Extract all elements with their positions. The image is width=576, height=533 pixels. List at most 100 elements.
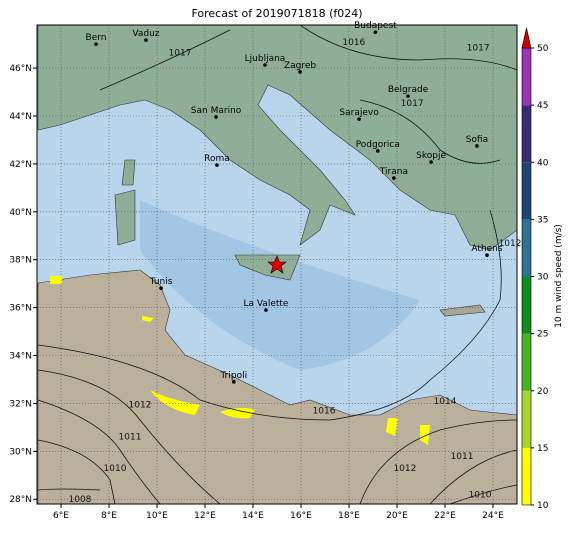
colorbar-tick-label: 15 [537,444,548,454]
colorbar-extension [521,27,532,49]
isobar-label: 1012 [129,401,152,411]
city-label: Vaduz [132,29,159,39]
city-marker [406,94,410,98]
city-label: La Valette [243,299,288,309]
deep-sea [140,200,420,370]
colorbar-tick-label: 50 [537,44,549,54]
x-tick-label: 16°E [290,511,312,521]
city-label: Tirana [379,167,408,177]
event-star [267,255,287,274]
isobar-label: 1012 [499,239,522,249]
city-marker [357,117,361,121]
city-label: Roma [204,154,230,164]
city-marker [429,160,433,164]
y-tick-label: 36°N [9,304,32,314]
colorbar-band [522,447,531,505]
city-marker [263,63,267,67]
colorbar-label: 10 m wind speed (m/s) [554,224,564,328]
x-tick-label: 12°E [194,511,216,521]
colorbar: 10 15 20 25 30 35 40 45 50 [521,27,549,511]
map-frame [36,24,518,505]
isobar-label: 1012 [393,464,416,474]
city-marker [264,308,268,312]
y-tick-label: 34°N [9,352,32,362]
city-label: Belgrade [388,85,429,95]
city-label: Tripoli [219,371,247,381]
x-tick-label: 10°E [146,511,168,521]
y-tick-label: 42°N [9,160,32,170]
x-tick-label: 18°E [338,511,360,521]
colorbar-tick-label: 25 [537,330,548,340]
colorbar-tick-label: 40 [537,158,549,168]
x-tick-label: 20°E [386,511,408,521]
colorbar-tick-label: 30 [537,273,549,283]
city-marker [298,70,302,74]
isobar-label: 1016 [342,38,365,48]
land-europe [37,25,517,251]
colorbar-band [522,276,531,334]
x-tick-label: 14°E [242,511,264,521]
x-tick-label: 8°E [101,511,117,521]
city-marker [94,42,98,46]
y-tick-label: 32°N [9,399,32,409]
city-marker [144,38,148,42]
isobar-label: 1017 [467,44,490,54]
colorbar-tick-label: 45 [537,101,548,111]
land-crete [439,304,486,317]
isobar-label: 1017 [169,49,192,59]
city-label: Sofia [466,135,488,145]
land-corsica [121,159,136,186]
colorbar-band [522,48,531,106]
isobar-label: 1016 [313,407,336,417]
city-label: Zagreb [284,61,316,71]
y-tick-label: 46°N [9,64,32,74]
isobar-label: 1010 [104,464,127,474]
y-tick-label: 30°N [9,447,32,457]
y-tick-label: 38°N [9,256,32,266]
city-marker [159,286,163,291]
city-marker [392,176,396,180]
isobar-label: 1014 [434,397,457,407]
land-sicily [234,254,301,281]
isobar-label: 1011 [119,432,142,442]
colorbar-band [522,105,531,163]
y-tick-label: 28°N [9,495,32,505]
land-sardinia [114,189,136,246]
title: Forecast of 2019071818 (f024) [191,7,362,20]
x-tick-label: 22°E [434,511,456,521]
city-label: Tunis [149,277,173,287]
city-marker [475,144,479,148]
grid: 6°E 8°E 10°E 12°E 14°E 16°E 18°E 20°E 22°E 24°E 28… [9,25,517,521]
isobar-label: 1011 [451,452,474,462]
colorbar-band [522,162,531,220]
city-label: Budapest [354,21,397,31]
colorbar-tick-label: 10 [537,501,549,511]
colorbar-tick-label: 35 [537,215,548,225]
isobar-label: 1017 [401,99,424,109]
y-tick-label: 40°N [9,208,32,218]
city-label: Sarajevo [339,108,379,118]
colorbar-tick-label: 20 [537,387,549,397]
city-marker [376,149,380,153]
city-label: San Marino [191,106,242,116]
colorbar-band [522,390,531,448]
colorbar-band [522,333,531,391]
colorbar-band [522,219,531,277]
y-tick-label: 44°N [9,112,32,122]
city-marker [485,253,489,257]
wind-patch [50,276,430,445]
isobar-label: 1008 [69,495,92,505]
x-tick-label: 6°E [53,511,69,521]
city-marker [373,30,378,34]
city-label: Podgorica [356,140,400,150]
city-label: Bern [86,33,107,43]
city-marker [214,115,218,119]
x-tick-label: 24°E [482,511,504,521]
isobar-label: 1010 [469,490,492,500]
city-label: Athens [471,244,502,254]
city-marker [232,380,236,384]
city-label: Skopje [416,151,446,161]
city-label: Ljubljana [245,54,286,64]
